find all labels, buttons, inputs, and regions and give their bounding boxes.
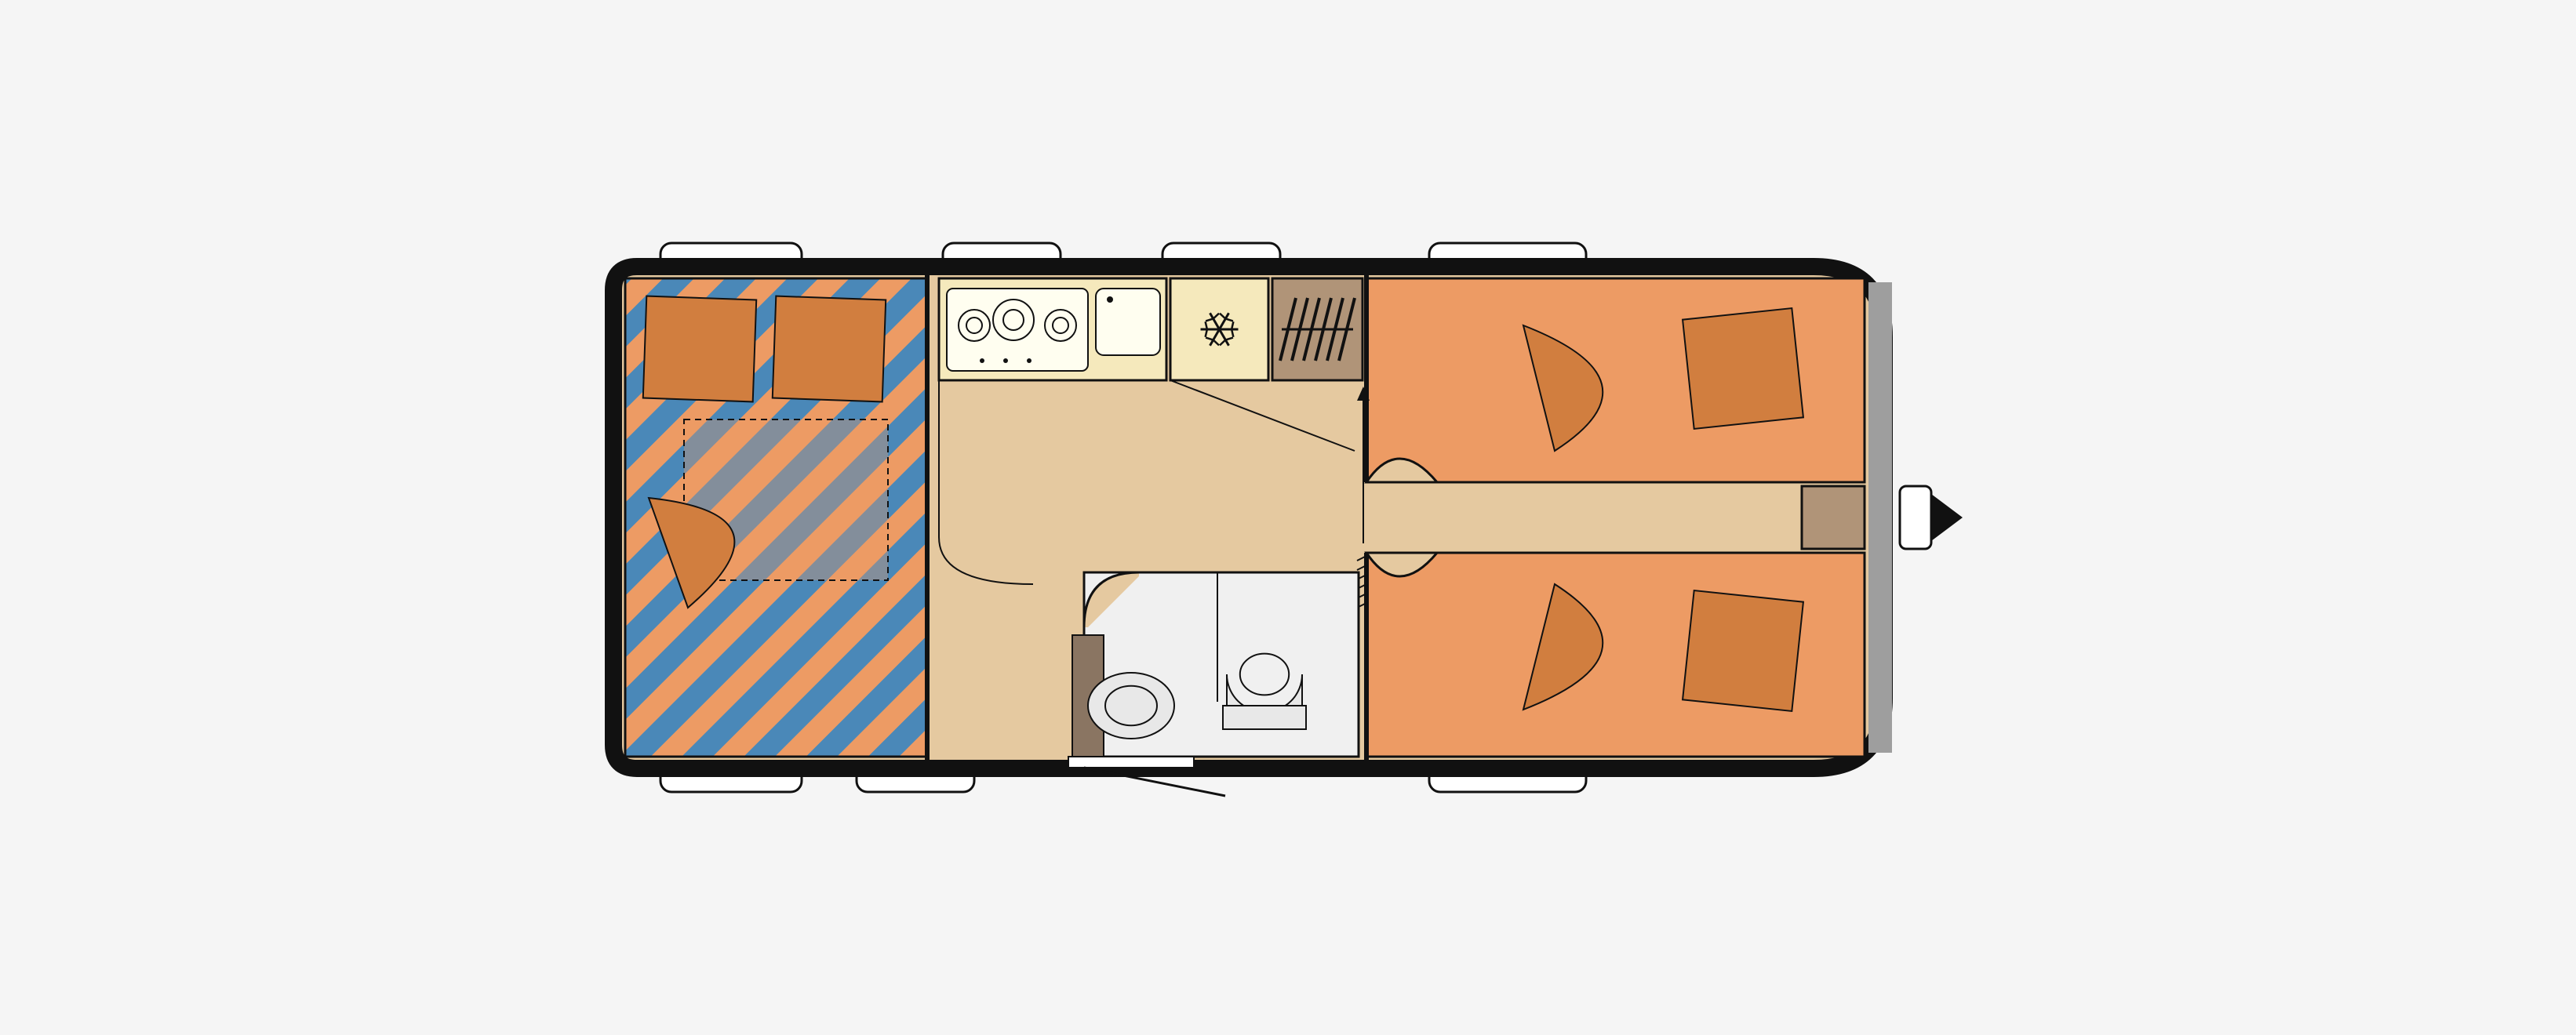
pillow [1683,590,1803,711]
caravan-floorplan [582,235,1994,800]
washbasin [1088,673,1174,739]
direction-arrow-icon [1931,494,1963,541]
nightstand [1802,486,1865,549]
pillow [1683,308,1803,429]
pillow [643,296,756,402]
front-panel [1868,282,1892,753]
sink [1096,289,1160,355]
floorplan-svg [582,235,1994,800]
pillow [773,296,886,402]
hitch [1900,486,1931,549]
entry-door [1068,757,1194,768]
